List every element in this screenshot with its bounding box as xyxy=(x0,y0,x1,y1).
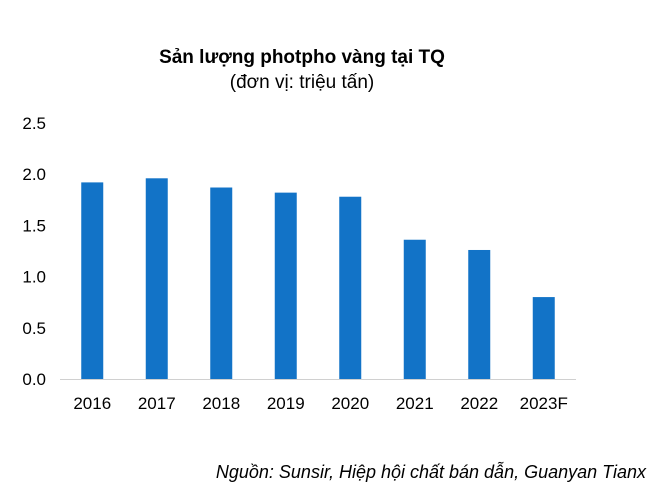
bar-2023F xyxy=(532,297,555,379)
bar-2019 xyxy=(274,192,297,379)
bar-2021 xyxy=(403,239,426,379)
y-tick-label: 2.0 xyxy=(22,165,46,184)
x-tick-label: 2022 xyxy=(460,394,498,413)
x-tick-label: 2020 xyxy=(331,394,369,413)
y-tick-label: 1.0 xyxy=(22,268,46,287)
x-tick-label: 2018 xyxy=(202,394,240,413)
x-tick-label: 2016 xyxy=(73,394,111,413)
bar-2017 xyxy=(145,178,168,379)
x-tick-label: 2023F xyxy=(520,394,568,413)
chart-title: Sản lượng photpho vàng tại TQ xyxy=(159,47,445,68)
bar-2018 xyxy=(210,187,233,379)
x-tick-label: 2021 xyxy=(396,394,434,413)
x-tick-label: 2019 xyxy=(267,394,305,413)
source-note: Nguồn: Sunsir, Hiệp hội chất bán dẫn, Gu… xyxy=(215,462,646,482)
chart-subtitle: (đơn vị: triệu tấn) xyxy=(229,72,375,93)
x-tick-label: 2017 xyxy=(138,394,176,413)
bars xyxy=(81,178,555,379)
y-tick-label: 1.5 xyxy=(22,216,46,235)
y-axis-ticks: 0.0 0.5 1.0 1.5 2.0 2.5 xyxy=(22,114,46,389)
bar-2016 xyxy=(81,182,104,379)
x-axis-ticks: 2016 2017 2018 2019 2020 2021 2022 2023F xyxy=(73,394,568,413)
bar-2020 xyxy=(339,196,362,379)
y-tick-label: 0.5 xyxy=(22,319,46,338)
y-tick-label: 0.0 xyxy=(22,370,46,389)
y-tick-label: 2.5 xyxy=(22,114,46,133)
bar-2022 xyxy=(468,249,491,379)
